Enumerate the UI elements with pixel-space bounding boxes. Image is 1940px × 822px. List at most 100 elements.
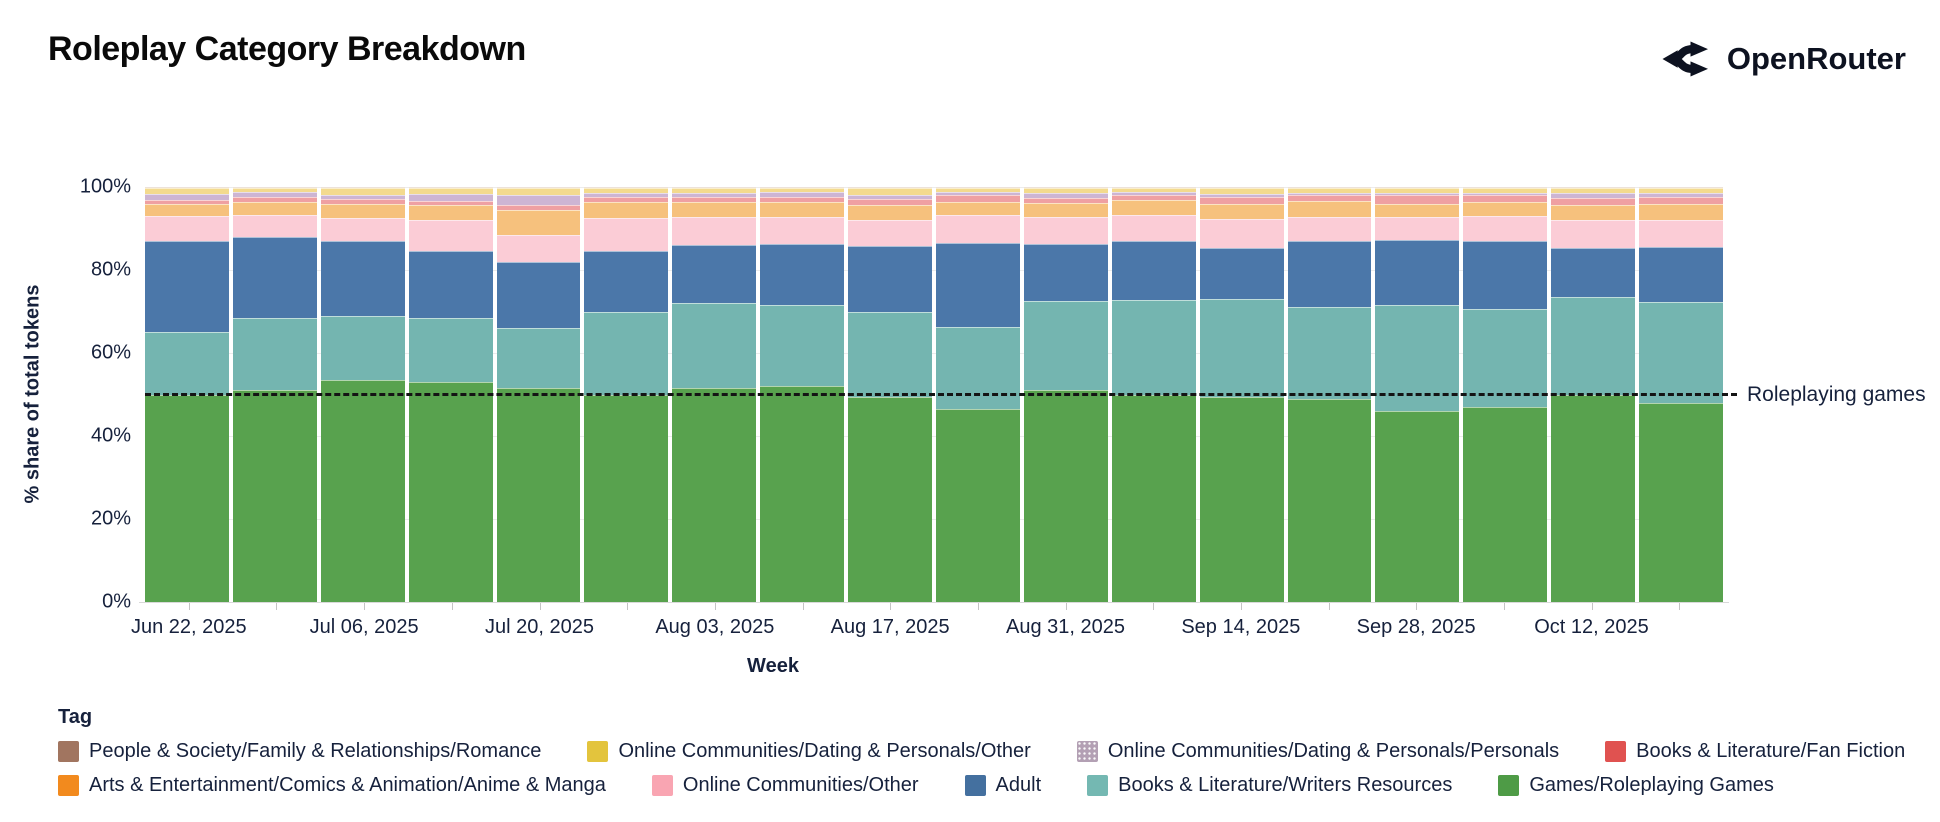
segment-anime_manga[interactable] bbox=[232, 201, 317, 216]
segment-personals[interactable] bbox=[1199, 193, 1284, 198]
segment-dating_other[interactable] bbox=[760, 187, 845, 193]
segment-fan_fiction[interactable] bbox=[1111, 194, 1196, 200]
segment-romance[interactable] bbox=[1111, 187, 1196, 188]
segment-romance[interactable] bbox=[848, 187, 933, 189]
segment-roleplaying_games[interactable] bbox=[320, 379, 405, 602]
segment-roleplaying_games[interactable] bbox=[584, 394, 669, 602]
segment-adult[interactable] bbox=[848, 246, 933, 313]
legend-item-personals[interactable]: Online Communities/Dating & Personals/Pe… bbox=[1076, 740, 1559, 763]
segment-adult[interactable] bbox=[760, 243, 845, 306]
segment-dating_other[interactable] bbox=[408, 187, 493, 195]
segment-romance[interactable] bbox=[936, 187, 1020, 188]
segment-personals[interactable] bbox=[1639, 193, 1724, 197]
segment-personals[interactable] bbox=[1463, 192, 1548, 196]
segment-dating_other[interactable] bbox=[496, 188, 581, 195]
segment-writers_resources[interactable] bbox=[496, 328, 581, 389]
segment-fan_fiction[interactable] bbox=[1463, 195, 1548, 202]
segment-fan_fiction[interactable] bbox=[1375, 195, 1460, 205]
segment-writers_resources[interactable] bbox=[1287, 307, 1372, 399]
segment-adult[interactable] bbox=[1023, 243, 1108, 301]
segment-roleplaying_games[interactable] bbox=[1023, 390, 1108, 602]
segment-roleplaying_games[interactable] bbox=[1199, 396, 1284, 602]
segment-fan_fiction[interactable] bbox=[496, 205, 581, 210]
segment-adult[interactable] bbox=[1199, 248, 1284, 300]
segment-writers_resources[interactable] bbox=[848, 312, 933, 397]
segment-personals[interactable] bbox=[848, 194, 933, 200]
segment-anime_manga[interactable] bbox=[760, 202, 845, 217]
segment-personals[interactable] bbox=[496, 194, 581, 206]
segment-romance[interactable] bbox=[232, 187, 317, 188]
segment-dating_other[interactable] bbox=[1463, 187, 1548, 193]
segment-anime_manga[interactable] bbox=[1023, 202, 1108, 217]
segment-personals[interactable] bbox=[145, 193, 229, 201]
segment-roleplaying_games[interactable] bbox=[1111, 394, 1196, 602]
segment-roleplaying_games[interactable] bbox=[1287, 398, 1372, 602]
segment-writers_resources[interactable] bbox=[760, 305, 845, 387]
segment-adult[interactable] bbox=[408, 251, 493, 318]
segment-roleplaying_games[interactable] bbox=[936, 409, 1020, 602]
segment-oc_other[interactable] bbox=[760, 216, 845, 244]
legend-item-writers_resources[interactable]: Books & Literature/Writers Resources bbox=[1087, 774, 1452, 797]
segment-personals[interactable] bbox=[232, 192, 317, 198]
segment-oc_other[interactable] bbox=[1375, 216, 1460, 241]
segment-oc_other[interactable] bbox=[320, 217, 405, 241]
segment-writers_resources[interactable] bbox=[584, 311, 669, 395]
segment-anime_manga[interactable] bbox=[1551, 204, 1636, 220]
segment-writers_resources[interactable] bbox=[1463, 308, 1548, 407]
segment-roleplaying_games[interactable] bbox=[848, 396, 933, 602]
legend-item-anime_manga[interactable]: Arts & Entertainment/Comics & Animation/… bbox=[58, 774, 606, 797]
segment-writers_resources[interactable] bbox=[232, 317, 317, 391]
segment-adult[interactable] bbox=[1639, 247, 1724, 302]
segment-romance[interactable] bbox=[760, 187, 845, 188]
segment-roleplaying_games[interactable] bbox=[1639, 402, 1724, 602]
segment-writers_resources[interactable] bbox=[936, 326, 1020, 410]
segment-oc_other[interactable] bbox=[1111, 215, 1196, 241]
segment-anime_manga[interactable] bbox=[408, 205, 493, 221]
segment-roleplaying_games[interactable] bbox=[232, 390, 317, 602]
segment-adult[interactable] bbox=[672, 245, 757, 304]
segment-oc_other[interactable] bbox=[145, 216, 229, 241]
segment-oc_other[interactable] bbox=[584, 218, 669, 252]
segment-dating_other[interactable] bbox=[320, 188, 405, 195]
segment-writers_resources[interactable] bbox=[1023, 300, 1108, 391]
segment-adult[interactable] bbox=[232, 236, 317, 318]
segment-fan_fiction[interactable] bbox=[848, 199, 933, 205]
segment-dating_other[interactable] bbox=[1375, 187, 1460, 193]
segment-personals[interactable] bbox=[1375, 192, 1460, 196]
segment-fan_fiction[interactable] bbox=[1023, 197, 1108, 203]
segment-fan_fiction[interactable] bbox=[1199, 197, 1284, 205]
segment-fan_fiction[interactable] bbox=[1639, 196, 1724, 205]
segment-fan_fiction[interactable] bbox=[408, 201, 493, 206]
segment-anime_manga[interactable] bbox=[848, 204, 933, 221]
segment-roleplaying_games[interactable] bbox=[1463, 406, 1548, 602]
segment-anime_manga[interactable] bbox=[584, 201, 669, 219]
legend-item-adult[interactable]: Adult bbox=[964, 774, 1041, 797]
segment-romance[interactable] bbox=[672, 187, 757, 189]
segment-fan_fiction[interactable] bbox=[232, 197, 317, 202]
segment-oc_other[interactable] bbox=[936, 215, 1020, 244]
segment-roleplaying_games[interactable] bbox=[672, 388, 757, 602]
segment-oc_other[interactable] bbox=[1463, 215, 1548, 242]
segment-dating_other[interactable] bbox=[1111, 187, 1196, 193]
segment-anime_manga[interactable] bbox=[672, 202, 757, 218]
segment-dating_other[interactable] bbox=[232, 187, 317, 193]
segment-roleplaying_games[interactable] bbox=[1375, 411, 1460, 602]
segment-anime_manga[interactable] bbox=[1639, 204, 1724, 220]
segment-personals[interactable] bbox=[408, 194, 493, 202]
segment-dating_other[interactable] bbox=[1199, 187, 1284, 194]
segment-personals[interactable] bbox=[1287, 192, 1372, 195]
segment-fan_fiction[interactable] bbox=[145, 200, 229, 204]
segment-romance[interactable] bbox=[1375, 187, 1460, 188]
segment-anime_manga[interactable] bbox=[496, 209, 581, 235]
legend-item-dating_other[interactable]: Online Communities/Dating & Personals/Ot… bbox=[587, 740, 1031, 763]
segment-dating_other[interactable] bbox=[1639, 187, 1724, 194]
segment-writers_resources[interactable] bbox=[672, 303, 757, 389]
segment-romance[interactable] bbox=[1287, 187, 1372, 188]
segment-romance[interactable] bbox=[1199, 187, 1284, 188]
segment-adult[interactable] bbox=[1111, 240, 1196, 300]
segment-fan_fiction[interactable] bbox=[672, 196, 757, 203]
segment-dating_other[interactable] bbox=[1551, 187, 1636, 194]
segment-personals[interactable] bbox=[1023, 192, 1108, 198]
legend-item-romance[interactable]: People & Society/Family & Relationships/… bbox=[58, 740, 541, 763]
segment-roleplaying_games[interactable] bbox=[408, 382, 493, 602]
